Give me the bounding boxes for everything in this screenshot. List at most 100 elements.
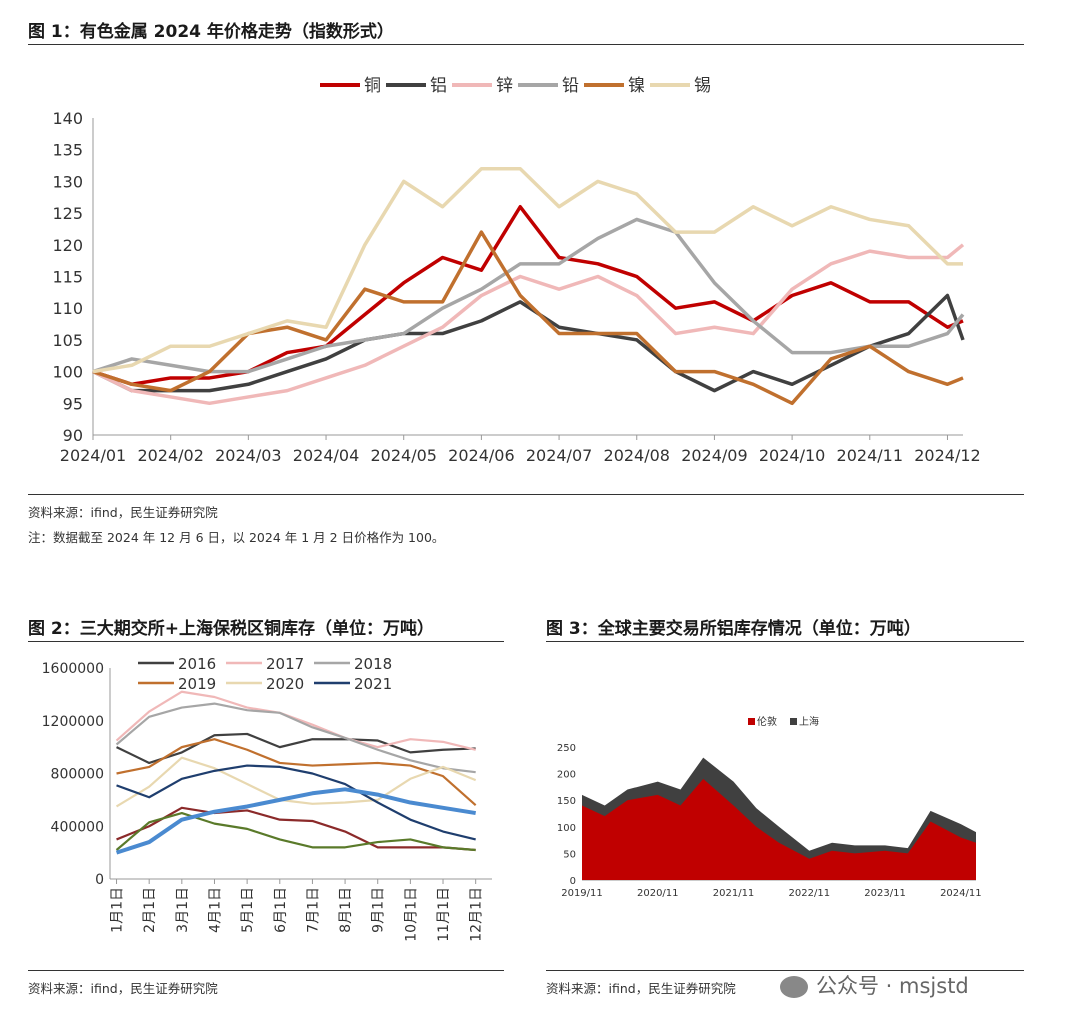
- fig2-source: 资料来源：ifind，民生证券研究院: [28, 981, 218, 996]
- y-tick-label: 0: [95, 872, 104, 888]
- legend-label: 2021: [354, 675, 392, 693]
- x-tick-label: 2024/03: [215, 446, 281, 465]
- x-tick-label: 2024/11: [837, 446, 903, 465]
- series-line: [115, 690, 476, 751]
- y-tick-label: 135: [52, 141, 83, 160]
- x-tick-label: 2024/02: [137, 446, 203, 465]
- series-line: [115, 702, 476, 774]
- x-tick-label: 2024/05: [370, 446, 436, 465]
- y-tick-label: 100: [557, 823, 576, 834]
- series-line: [115, 787, 476, 855]
- y-tick-label: 0: [570, 876, 576, 887]
- x-tick-label: 1月1日: [110, 887, 126, 933]
- legend-swatch: [790, 718, 797, 725]
- legend-label: 2019: [178, 675, 216, 693]
- x-tick-label: 2024/07: [526, 446, 592, 465]
- watermark-text: 公众号 · msjstd: [816, 974, 969, 998]
- series-line: [92, 166, 963, 374]
- x-tick-label: 7月1日: [305, 887, 321, 933]
- legend-label: 铅: [562, 76, 579, 96]
- y-tick-label: 115: [52, 268, 83, 287]
- y-tick-label: 105: [52, 331, 83, 350]
- x-tick-label: 2022/11: [789, 888, 831, 899]
- fig1-chart: 90 95 100 105 110 115 120 125 130 135 140 2024/01 20…: [52, 76, 980, 465]
- series-line: [92, 217, 965, 374]
- wechat-icon: [780, 976, 808, 998]
- legend-label: 2018: [354, 655, 392, 673]
- y-tick-label: 140: [52, 109, 83, 128]
- legend-swatch: [748, 718, 755, 725]
- x-tick-label: 5月1日: [240, 887, 256, 933]
- x-tick-label: 2月1日: [142, 887, 158, 933]
- fig2-chart: 0 400000 800000 1200000 1600000 1月1日 2月1日 3月1日 4…: [42, 655, 492, 942]
- x-tick-label: 2024/06: [448, 446, 514, 465]
- legend-label: 锌: [496, 76, 513, 96]
- series-line: [116, 732, 476, 765]
- y-tick-label: 150: [557, 796, 576, 807]
- y-tick-label: 120: [52, 236, 83, 255]
- y-tick-label: 800000: [51, 767, 104, 783]
- x-tick-label: 2021/11: [713, 888, 755, 899]
- legend-label: 上海: [799, 715, 819, 728]
- y-tick-label: 200: [557, 770, 576, 781]
- series-line: [115, 811, 476, 852]
- fig1-source: 资料来源：ifind，民生证券研究院: [28, 505, 218, 520]
- x-tick-label: 3月1日: [175, 887, 191, 933]
- fig3-source: 资料来源：ifind，民生证券研究院: [546, 981, 736, 996]
- x-tick-label: 2024/10: [759, 446, 825, 465]
- legend-label: 2017: [266, 655, 304, 673]
- series-line: [116, 764, 476, 841]
- x-tick-label: 2019/11: [561, 888, 603, 899]
- series-line: [92, 243, 965, 406]
- fig2-bottom-rule: [28, 970, 504, 971]
- fig3-title: 图 3：全球主要交易所铝库存情况（单位：万吨）: [546, 619, 921, 639]
- y-tick-label: 95: [63, 394, 83, 413]
- x-tick-label: 2024/08: [604, 446, 670, 465]
- y-tick-label: 400000: [51, 819, 104, 835]
- legend-label: 铜: [364, 76, 381, 96]
- x-tick-label: 6月1日: [273, 887, 289, 933]
- legend-label: 铝: [430, 76, 447, 96]
- y-tick-label: 250: [557, 743, 576, 754]
- fig1-title: 图 1：有色金属 2024 年价格走势（指数形式）: [28, 22, 394, 42]
- legend-label: 锡: [694, 76, 711, 96]
- y-tick-label: 100: [52, 363, 83, 382]
- fig1-title-rule: [28, 44, 1024, 45]
- legend-label: 2016: [178, 655, 216, 673]
- x-tick-label: 2024/11: [940, 888, 982, 899]
- y-tick-label: 110: [52, 299, 83, 318]
- x-tick-label: 12月1日: [469, 887, 485, 942]
- watermark: 公众号 · msjstd: [780, 970, 969, 1000]
- legend-label: 2020: [266, 675, 304, 693]
- series-line: [116, 806, 476, 852]
- y-tick-label: 130: [52, 172, 83, 191]
- fig3-bottom-rule: [546, 970, 1024, 971]
- x-tick-label: 2024/04: [293, 446, 359, 465]
- fig2-title-rule: [28, 641, 504, 642]
- x-tick-label: 4月1日: [207, 887, 223, 933]
- series-line: [115, 756, 477, 808]
- x-tick-label: 2020/11: [637, 888, 679, 899]
- x-tick-label: 2023/11: [864, 888, 906, 899]
- y-tick-label: 50: [563, 849, 576, 860]
- legend-label: 镍: [628, 76, 645, 96]
- fig3-title-rule: [546, 641, 1024, 642]
- y-tick-label: 90: [63, 426, 83, 445]
- fig2-title: 图 2：三大期交所+上海保税区铜库存（单位：万吨）: [28, 619, 434, 639]
- legend-label: 伦敦: [757, 715, 777, 728]
- fig1-bottom-rule: [28, 494, 1024, 495]
- series-line: [92, 230, 964, 406]
- y-tick-label: 1600000: [42, 661, 104, 677]
- fig1-note: 注：数据截至 2024 年 12 月 6 日，以 2024 年 1 月 2 日价…: [28, 530, 445, 545]
- fig3-chart: 0 50 100 150 200 250 2019/11 2020/11 2021/11 2022…: [557, 715, 982, 899]
- area-london: [582, 778, 976, 880]
- x-tick-label: 2024/09: [681, 446, 747, 465]
- x-tick-label: 11月1日: [436, 887, 452, 942]
- x-tick-label: 10月1日: [403, 887, 419, 942]
- y-tick-label: 1200000: [42, 714, 104, 730]
- x-tick-label: 2024/01: [60, 446, 126, 465]
- x-tick-label: 8月1日: [338, 887, 354, 933]
- y-tick-label: 125: [52, 204, 83, 223]
- series-line: [116, 738, 477, 806]
- x-tick-label: 9月1日: [371, 887, 387, 933]
